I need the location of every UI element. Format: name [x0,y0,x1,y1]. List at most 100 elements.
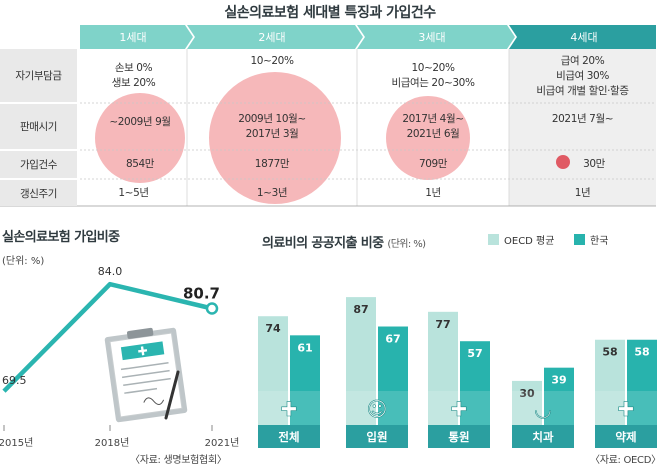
cell-renew-gen1: 1~5년 [80,180,187,206]
row-label-renewal: 갱신주기 [0,180,77,206]
bar-value-label: 57 [467,347,482,360]
cell-subs-gen4: 30만 [574,151,614,178]
right-chart-unit: (단위: %) [387,239,426,250]
clipboard-line [123,377,171,387]
legend-korea: 한국 [574,232,608,247]
cell-line: 1년 [574,186,591,199]
sub-circle-gen2 [209,72,341,204]
cell-line: 2017년 3월 [245,128,299,140]
cell-line: 비급여는 20~30% [391,77,475,89]
pen-icon [164,370,180,420]
bar-korea [378,326,408,425]
category-icon-bg [346,391,408,425]
shield-cross-icon: ✚ [281,397,298,421]
cell-deductible-gen1: 손보 0% 생보 20% [80,49,187,103]
clipboard-signature [143,397,165,405]
x-tick-label: 2018년 [95,437,130,449]
header-gen3-label: 3세대 [418,31,445,44]
cell-subs-gen3: 709만 [357,151,509,178]
bar-chart: 74 61 ✚ 전체 87 67 ☺ 입원 77 57 ✚ 통원 30 39◡ 치과 58 58 ✚ 약제 [258,297,657,448]
bar-value-label: 67 [385,333,400,346]
sub-circle-gen3 [386,96,470,180]
line-end-marker [205,302,219,315]
bar-value-label: 87 [353,303,368,316]
cell-line: 비급여 30% [556,69,609,82]
header-gen3 [357,25,515,49]
line-layer: 69.5 84.0 80.7 2015년 2018년 2021년 [0,265,239,449]
bar-oecd [346,297,376,425]
left-chart-unit: (단위: %) [2,256,45,267]
legend-swatch-oecd [488,234,499,245]
clipboard-header [120,341,165,361]
legend-label-oecd: OECD 평균 [504,236,555,247]
cell-line: 1~3년 [256,186,288,199]
clipboard-content: ✚ [120,327,171,405]
category-icon-bg [512,391,574,425]
bar-oecd [428,311,458,425]
bar-oecd [512,380,542,425]
category-label-bg [512,425,574,448]
cell-deductible-gen3: 10~20% 비급여는 20~30% [357,49,509,103]
x-tick-label: 2021년 [205,437,240,449]
cell-sales-gen3: 2017년 4월~ 2021년 6월 [357,104,509,150]
right-chart-header: 의료비의 공공지출 비중 (단위: %) [262,232,426,251]
row-label-subscriptions: 가입건수 [0,151,77,178]
nurse-icon: ☺ [367,397,388,421]
bar-value-label: 61 [297,341,312,354]
category-label-bg [428,425,490,448]
cell-line: 1~5년 [118,186,149,199]
cell-renew-gen2: 1~3년 [187,180,357,206]
cell-line: 1년 [425,186,441,199]
bar-korea [290,335,320,425]
medicine-bottle-icon: ✚ [618,397,635,421]
cell-line: 854만 [125,158,155,170]
clipboard-icon: ✚ [104,327,188,423]
page-title: 실손의료보험 세대별 특징과 가입건수 [224,5,436,21]
header-gen4 [509,25,656,49]
cell-line: 비급여 개별 할인·할증 [536,84,629,97]
data-label-2021: 80.7 [183,285,220,303]
clipboard-cross: ✚ [137,344,149,359]
cell-line: 10~20% [411,62,455,74]
cell-line: 1877만 [254,158,290,170]
category-label: 치과 [532,430,554,444]
bar-value-label: 77 [435,318,450,331]
table-graphics: 1세대 2세대 3세대 4세대 [0,25,656,207]
bar-korea [460,341,490,425]
cell-sales-gen1: ~2009년 9월 [80,104,200,140]
legend-oecd: OECD 평균 [488,232,554,247]
cell-line: 생보 20% [111,77,156,89]
category-icon-bg [258,391,320,425]
clipboard-clip [126,327,154,339]
cell-subs-gen2: 1877만 [187,151,357,178]
sub-circle-gen4 [556,155,570,169]
header-gen2 [187,25,363,49]
cell-line: 10~20% [250,54,294,67]
category-label-bg [595,425,657,448]
header-gen2-label: 2세대 [258,31,285,44]
row-label-deductible: 자기부담금 [0,49,77,102]
data-label-2018: 84.0 [98,265,123,278]
bar-oecd [258,316,288,425]
cell-line: 급여 20% [560,54,605,67]
header-row: 1세대 2세대 3세대 4세대 [80,25,656,49]
bar-korea [627,339,657,425]
cell-deductible-gen4: 급여 20% 비급여 30% 비급여 개별 할인·할증 [509,49,656,103]
header-gen4-label: 4세대 [570,31,597,44]
cell-line: 709만 [418,158,448,170]
cell-line: 2017년 4월~ [402,113,464,125]
header-gen1-label: 1세대 [119,31,146,44]
clipboard-line [121,369,170,379]
cell-renew-gen3: 1년 [357,180,509,206]
bar-value-label: 74 [265,322,281,335]
cell-deductible-gen2: 10~20% [187,49,357,73]
category-label-bg [258,425,320,448]
row-dividers [80,102,656,180]
cell-line: 손보 0% [114,62,153,74]
right-chart-title: 의료비의 공공지출 비중 [262,236,384,251]
gen4-column-bg [509,49,656,206]
legend-swatch-korea [574,234,585,245]
legend-label-korea: 한국 [590,236,609,247]
bar-value-label: 58 [602,346,617,359]
